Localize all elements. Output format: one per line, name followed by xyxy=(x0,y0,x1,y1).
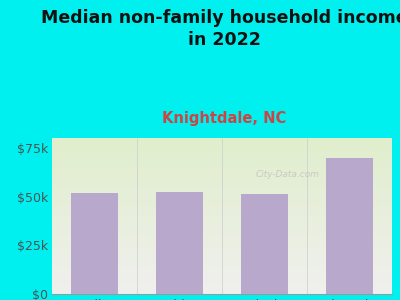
Bar xyxy=(156,192,203,294)
Bar xyxy=(241,194,288,294)
Bar xyxy=(71,193,118,294)
Bar xyxy=(326,158,373,294)
Text: City-Data.com: City-Data.com xyxy=(256,170,320,179)
Text: Knightdale, NC: Knightdale, NC xyxy=(162,111,286,126)
Text: Median non-family household income
in 2022: Median non-family household income in 20… xyxy=(41,9,400,49)
